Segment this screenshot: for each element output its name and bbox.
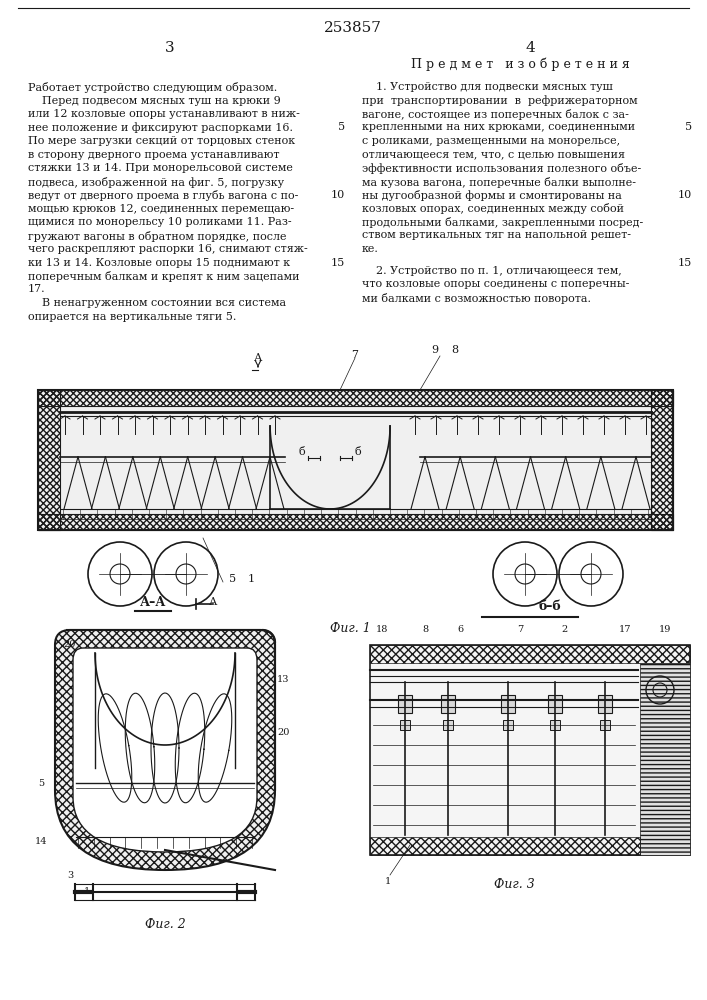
Text: 1. Устройство для подвески мясных туш: 1. Устройство для подвески мясных туш	[362, 82, 613, 92]
Text: 18: 18	[376, 624, 388, 634]
Text: гружают вагоны в обратном порядке, после: гружают вагоны в обратном порядке, после	[28, 231, 286, 241]
Bar	[38, 390, 60, 530]
PathPatch shape	[55, 630, 275, 870]
Bar	[598, 695, 612, 713]
Text: нее положение и фиксируют распорками 16.: нее положение и фиксируют распорками 16.	[28, 122, 293, 133]
Text: 19: 19	[659, 624, 671, 634]
Bar	[370, 645, 690, 663]
Bar	[400, 720, 410, 730]
Bar	[503, 720, 513, 730]
Text: 5: 5	[230, 574, 237, 584]
Text: 5: 5	[338, 122, 345, 132]
Text: опирается на вертикальные тяги 5.: опирается на вертикальные тяги 5.	[28, 312, 236, 322]
Bar	[548, 695, 562, 713]
Text: ством вертикальных тяг на напольной решет-: ством вертикальных тяг на напольной реше…	[362, 231, 631, 240]
Bar	[443, 720, 453, 730]
Text: 8: 8	[422, 624, 428, 634]
Text: подвеса, изображенной на фиг. 5, погрузку: подвеса, изображенной на фиг. 5, погрузк…	[28, 176, 284, 188]
Text: 20: 20	[63, 640, 76, 649]
Bar	[398, 695, 412, 713]
Text: 7: 7	[517, 624, 523, 634]
Bar	[600, 720, 610, 730]
Text: 17: 17	[619, 624, 631, 634]
Text: А–А: А–А	[140, 595, 166, 608]
Text: ма кузова вагона, поперечные балки выполне-: ма кузова вагона, поперечные балки выпол…	[362, 176, 636, 188]
Text: в сторону дверного проема устанавливают: в сторону дверного проема устанавливают	[28, 149, 279, 159]
Bar	[38, 390, 673, 530]
Text: ведут от дверного проема в глубь вагона с по-: ведут от дверного проема в глубь вагона …	[28, 190, 298, 201]
Text: В ненагруженном состоянии вся система: В ненагруженном состоянии вся система	[28, 298, 286, 308]
Text: отличающееся тем, что, с целью повышения: отличающееся тем, что, с целью повышения	[362, 149, 625, 159]
Bar	[38, 390, 673, 406]
Text: 15: 15	[678, 257, 692, 267]
Text: стяжки 13 и 14. При монорельсовой системе: стяжки 13 и 14. При монорельсовой систем…	[28, 163, 293, 173]
Text: 2. Устройство по п. 1, отличающееся тем,: 2. Устройство по п. 1, отличающееся тем,	[362, 265, 621, 275]
Text: 7: 7	[351, 350, 358, 360]
Bar	[38, 390, 673, 406]
Bar	[370, 645, 690, 855]
Text: 4: 4	[525, 41, 535, 55]
Bar	[38, 514, 673, 530]
Text: 6: 6	[457, 624, 463, 634]
Text: П р е д м е т   и з о б р е т е н и я: П р е д м е т и з о б р е т е н и я	[411, 57, 629, 71]
Text: Фиг. 1: Фиг. 1	[329, 622, 370, 636]
Bar	[550, 720, 560, 730]
Text: вагоне, состоящее из поперечных балок с за-: вагоне, состоящее из поперечных балок с …	[362, 109, 629, 120]
Text: 10: 10	[678, 190, 692, 200]
Text: 15: 15	[331, 257, 345, 267]
Bar	[501, 695, 515, 713]
Bar	[651, 390, 673, 530]
Text: 3: 3	[67, 870, 73, 880]
Text: продольными балками, закрепленными посред-: продольными балками, закрепленными посре…	[362, 217, 643, 228]
Text: что козловые опоры соединены с поперечны-: что козловые опоры соединены с поперечны…	[362, 279, 629, 289]
Text: при  транспортировании  в  рефрижераторном: при транспортировании в рефрижераторном	[362, 96, 638, 106]
Text: Фиг. 3: Фиг. 3	[493, 879, 534, 892]
Text: ми балками с возможностью поворота.: ми балками с возможностью поворота.	[362, 292, 591, 304]
Text: Перед подвесом мясных туш на крюки 9: Перед подвесом мясных туш на крюки 9	[28, 96, 281, 105]
Text: крепленными на них крюками, соединенными: крепленными на них крюками, соединенными	[362, 122, 635, 132]
Text: 5: 5	[685, 122, 692, 132]
Text: ны дугообразной формы и смонтированы на: ны дугообразной формы и смонтированы на	[362, 190, 622, 201]
Text: мощью крюков 12, соединенных перемещаю-: мощью крюков 12, соединенных перемещаю-	[28, 204, 294, 214]
Text: Работает устройство следующим образом.: Работает устройство следующим образом.	[28, 82, 277, 93]
Text: 253857: 253857	[324, 21, 382, 35]
Text: 1: 1	[84, 888, 90, 896]
Text: 1: 1	[385, 877, 391, 886]
Bar	[370, 837, 640, 855]
Bar	[651, 390, 673, 530]
Bar	[38, 390, 60, 530]
Text: 2: 2	[562, 624, 568, 634]
Bar	[441, 695, 455, 713]
Text: б: б	[299, 447, 305, 457]
Text: 8: 8	[452, 345, 459, 355]
Text: б: б	[355, 447, 361, 457]
Text: щимися по монорельсу 10 роликами 11. Раз-: щимися по монорельсу 10 роликами 11. Раз…	[28, 217, 291, 227]
Text: ки 13 и 14. Козловые опоры 15 поднимают к: ки 13 и 14. Козловые опоры 15 поднимают …	[28, 257, 290, 267]
Text: А: А	[254, 353, 262, 363]
Text: 14: 14	[35, 838, 47, 846]
Text: эффективности использования полезного объе-: эффективности использования полезного об…	[362, 163, 641, 174]
Text: 20: 20	[277, 728, 289, 737]
Text: Фиг. 2: Фиг. 2	[145, 918, 185, 932]
Text: По мере загрузки секций от торцовых стенок: По мере загрузки секций от торцовых стен…	[28, 136, 295, 146]
Text: козловых опорах, соединенных между собой: козловых опорах, соединенных между собой	[362, 204, 624, 215]
Text: 3: 3	[165, 41, 175, 55]
Text: 1: 1	[247, 574, 255, 584]
Text: А: А	[209, 597, 217, 607]
Text: поперечным балкам и крепят к ним зацепами: поперечным балкам и крепят к ним зацепам…	[28, 271, 300, 282]
Text: ке.: ке.	[362, 244, 379, 254]
Text: с роликами, размещенными на монорельсе,: с роликами, размещенными на монорельсе,	[362, 136, 620, 146]
PathPatch shape	[73, 648, 257, 852]
Text: 10: 10	[331, 190, 345, 200]
Text: чего раскрепляют распорки 16, снимают стяж-: чего раскрепляют распорки 16, снимают ст…	[28, 244, 308, 254]
Text: или 12 козловые опоры устанавливают в ниж-: или 12 козловые опоры устанавливают в ни…	[28, 109, 300, 119]
Text: 17.: 17.	[28, 284, 46, 294]
Text: 9: 9	[431, 345, 438, 355]
Text: 13: 13	[277, 675, 289, 684]
Text: 5: 5	[38, 778, 44, 788]
Bar	[38, 514, 673, 530]
Bar	[640, 663, 690, 855]
Text: б–б: б–б	[539, 600, 561, 613]
